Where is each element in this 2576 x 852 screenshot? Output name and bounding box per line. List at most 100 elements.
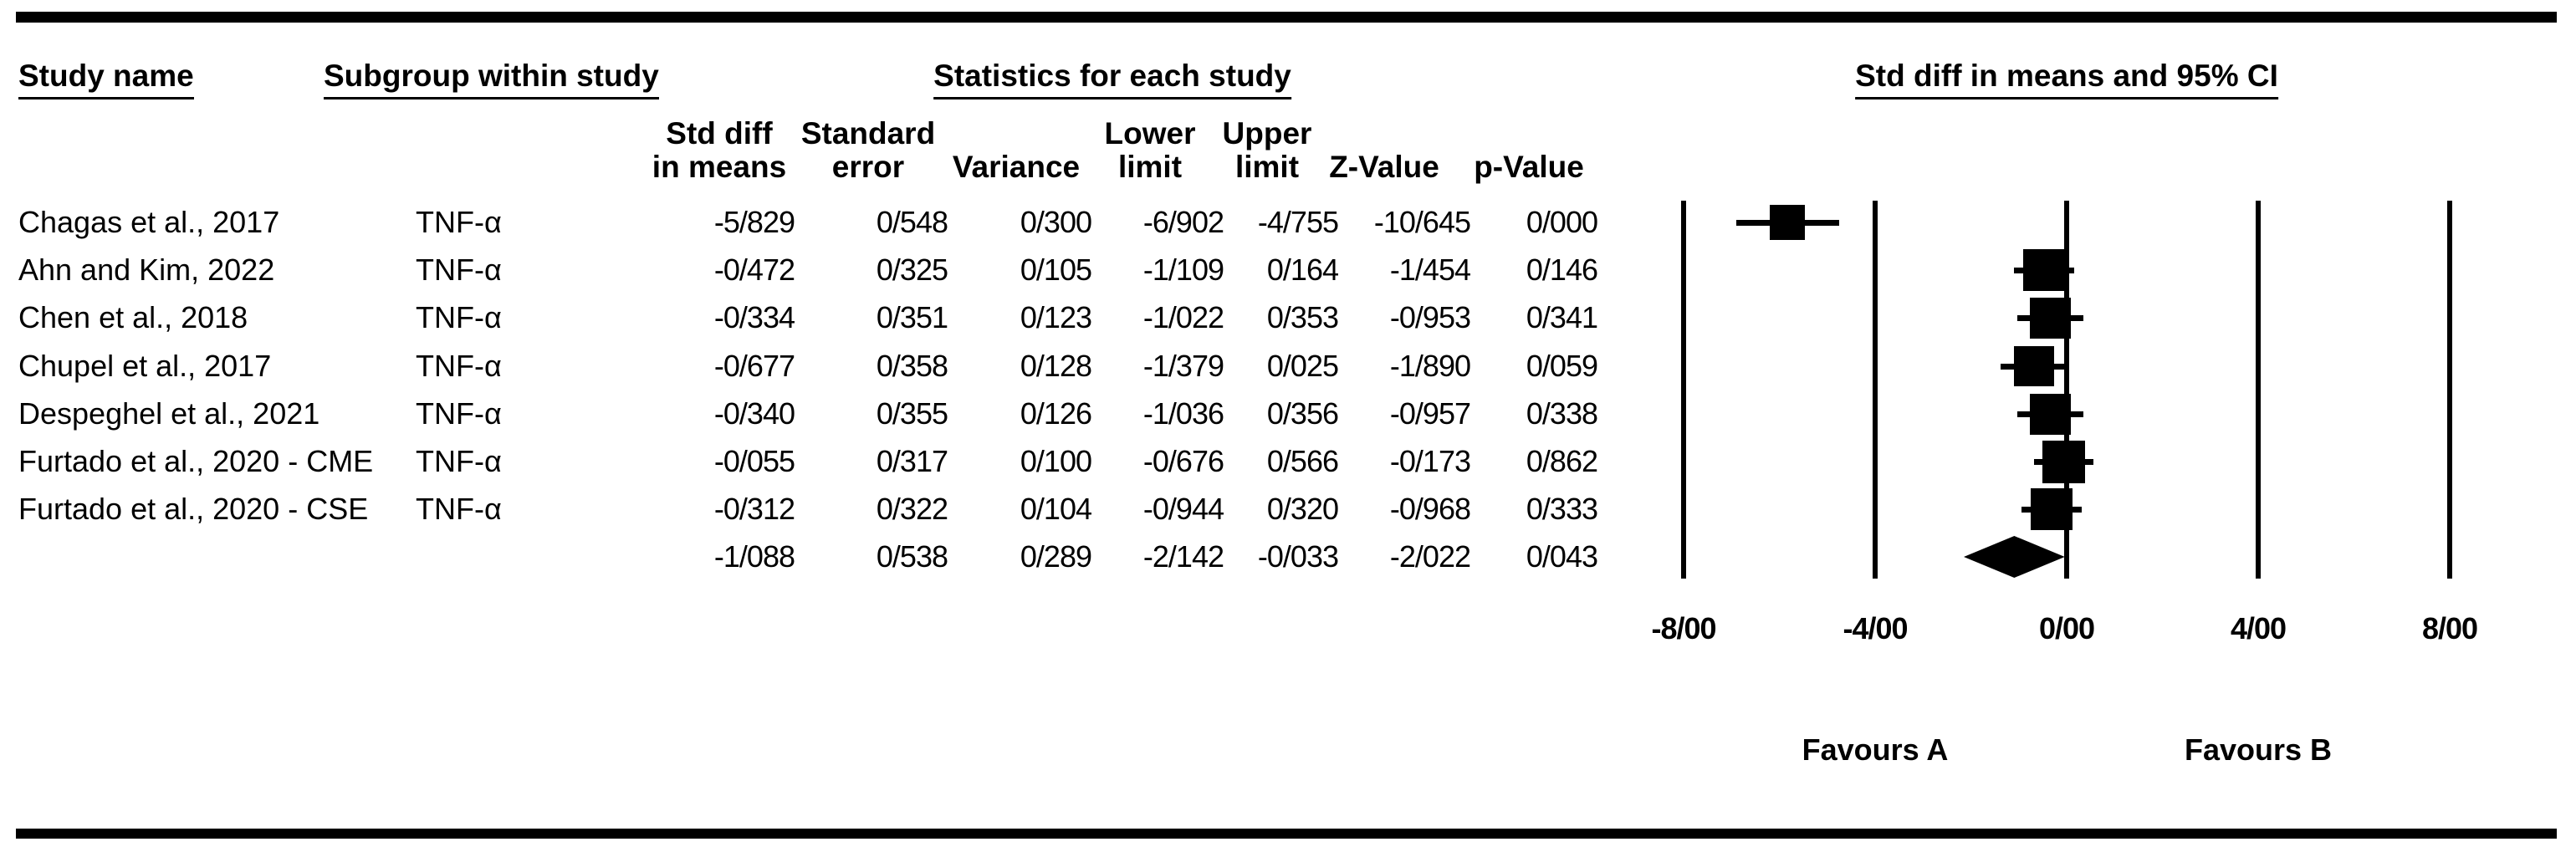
- effect-square: [2042, 440, 2086, 483]
- summary-stat-cell: 0/289: [1020, 539, 1092, 574]
- summary-stat-cell: -2/022: [1389, 539, 1471, 574]
- stat-col-header: in means: [652, 150, 787, 184]
- stat-cell: 0/566: [1266, 444, 1339, 478]
- summary-stat-cell: -2/142: [1142, 539, 1224, 574]
- axis-gridline: [1681, 201, 1686, 579]
- axis-gridline: [2447, 201, 2452, 579]
- stat-cell: -0/676: [1142, 444, 1224, 478]
- subgroup-cell: TNF-α: [416, 444, 502, 478]
- stat-cell: -4/755: [1257, 205, 1339, 239]
- study-name-cell: Chupel et al., 2017: [18, 349, 272, 383]
- bottom-rule: [16, 829, 2557, 839]
- effect-square: [2030, 393, 2072, 435]
- stat-cell: 0/548: [876, 205, 948, 239]
- effect-square: [2014, 346, 2055, 386]
- stat-cell: 0/146: [1526, 253, 1598, 287]
- stat-cell: -0/944: [1142, 492, 1224, 526]
- subgroup-cell: TNF-α: [416, 253, 502, 287]
- stat-cell: 0/100: [1020, 444, 1092, 478]
- axis-tick-label: 4/00: [2230, 611, 2287, 645]
- stat-cell: 0/317: [876, 444, 948, 478]
- stat-cell: 0/128: [1020, 349, 1092, 383]
- stat-col-header: Standard: [800, 116, 936, 151]
- stat-cell: 0/105: [1020, 253, 1092, 287]
- axis-tick-label: -4/00: [1843, 611, 1908, 645]
- stat-cell: 0/126: [1020, 396, 1092, 431]
- stat-cell: 0/862: [1526, 444, 1598, 478]
- study-name-cell: Furtado et al., 2020 - CME: [18, 444, 374, 478]
- stat-col-header: Std diff: [666, 116, 773, 151]
- effect-square: [2030, 297, 2072, 339]
- stat-cell: -0/173: [1389, 444, 1471, 478]
- axis-tick-label: 0/00: [2038, 611, 2095, 645]
- stat-cell: 0/322: [876, 492, 948, 526]
- stat-cell: -0/968: [1389, 492, 1471, 526]
- stat-col-header: limit: [1234, 150, 1300, 184]
- stat-cell: -6/902: [1142, 205, 1224, 239]
- study-name-cell: Furtado et al., 2020 - CSE: [18, 492, 369, 526]
- stat-cell: -5/829: [713, 205, 795, 239]
- stat-cell: 0/059: [1526, 349, 1598, 383]
- subgroup-cell: TNF-α: [416, 396, 502, 431]
- subgroup-cell: TNF-α: [416, 300, 502, 334]
- stat-cell: -1/036: [1142, 396, 1224, 431]
- stat-cell: 0/355: [876, 396, 948, 431]
- stat-cell: -1/454: [1389, 253, 1471, 287]
- stat-col-header: Lower: [1104, 116, 1196, 151]
- subgroup-cell: TNF-α: [416, 492, 502, 526]
- favours-b-label: Favours B: [2184, 732, 2333, 767]
- stat-cell: 0/356: [1266, 396, 1339, 431]
- axis-gridline: [2064, 201, 2069, 579]
- stat-col-header: error: [831, 150, 905, 184]
- stat-cell: -0/957: [1389, 396, 1471, 431]
- stat-cell: -1/022: [1142, 300, 1224, 334]
- stat-col-header: Upper: [1222, 116, 1312, 151]
- stat-cell: -0/677: [713, 349, 795, 383]
- stat-cell: -0/472: [713, 253, 795, 287]
- stat-cell: -0/055: [713, 444, 795, 478]
- stat-cell: 0/025: [1266, 349, 1339, 383]
- header-subgroup: Subgroup within study: [324, 59, 659, 99]
- stat-col-header: Z-Value: [1329, 150, 1439, 184]
- summary-stat-cell: -1/088: [713, 539, 795, 574]
- stat-cell: -1/379: [1142, 349, 1224, 383]
- stat-cell: 0/104: [1020, 492, 1092, 526]
- summary-stat-cell: 0/538: [876, 539, 948, 574]
- stat-cell: 0/341: [1526, 300, 1598, 334]
- study-name-cell: Chagas et al., 2017: [18, 205, 280, 239]
- stat-cell: 0/300: [1020, 205, 1092, 239]
- stat-cell: -0/340: [713, 396, 795, 431]
- stat-col-header: Variance: [952, 150, 1081, 184]
- summary-diamond: [1964, 536, 2066, 578]
- header-plot-title: Std diff in means and 95% CI: [1855, 59, 2278, 99]
- stat-cell: 0/351: [876, 300, 948, 334]
- study-name-cell: Chen et al., 2018: [18, 300, 248, 334]
- effect-square: [2022, 249, 2065, 291]
- effect-square: [1770, 205, 1806, 240]
- stat-cell: -10/645: [1373, 205, 1471, 239]
- summary-stat-cell: -0/033: [1257, 539, 1339, 574]
- stat-cell: 0/338: [1526, 396, 1598, 431]
- stat-cell: 0/320: [1266, 492, 1339, 526]
- stat-cell: 0/164: [1266, 253, 1339, 287]
- study-name-cell: Ahn and Kim, 2022: [18, 253, 275, 287]
- axis-gridline: [1873, 201, 1878, 579]
- effect-square: [2031, 488, 2073, 530]
- axis-tick-label: 8/00: [2421, 611, 2478, 645]
- stat-cell: 0/353: [1266, 300, 1339, 334]
- stat-cell: 0/358: [876, 349, 948, 383]
- stat-cell: -1/890: [1389, 349, 1471, 383]
- study-name-cell: Despeghel et al., 2021: [18, 396, 320, 431]
- subgroup-cell: TNF-α: [416, 349, 502, 383]
- stat-col-header: p-Value: [1474, 150, 1584, 184]
- axis-tick-label: -8/00: [1651, 611, 1716, 645]
- header-study-name: Study name: [18, 59, 194, 99]
- stat-col-header: limit: [1117, 150, 1183, 184]
- favours-a-label: Favours A: [1802, 732, 1949, 767]
- summary-stat-cell: 0/043: [1526, 539, 1598, 574]
- stat-cell: -0/334: [713, 300, 795, 334]
- subgroup-cell: TNF-α: [416, 205, 502, 239]
- stat-cell: -1/109: [1142, 253, 1224, 287]
- top-rule: [16, 12, 2557, 23]
